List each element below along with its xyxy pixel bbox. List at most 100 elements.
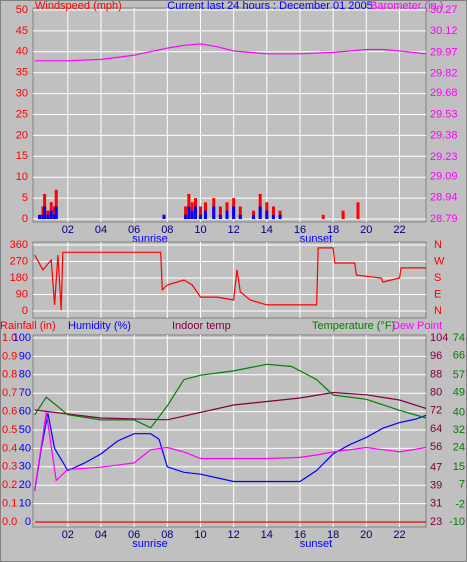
bar	[53, 214, 57, 219]
y-tick-label: 30.12	[430, 25, 458, 37]
y-tick-label: 39	[430, 480, 442, 492]
y-tick-label: 29.38	[430, 130, 458, 142]
x-tick-label: 04	[95, 529, 107, 541]
y-tick-label: 50	[19, 424, 31, 436]
bar	[218, 206, 222, 219]
bar	[41, 214, 45, 219]
bar	[54, 206, 58, 219]
y2-axis-title: Barometer (in.)	[370, 0, 443, 12]
y-tick-label: 10	[19, 498, 31, 510]
line	[34, 247, 426, 311]
y-tick-label: 15	[16, 150, 28, 162]
y-tick-label: N	[434, 305, 442, 317]
y-tick-label: 28.79	[430, 213, 458, 225]
bar	[198, 206, 202, 219]
y-tick-label: 47	[430, 461, 442, 473]
bar	[341, 210, 345, 219]
x-tick-label: 18	[327, 224, 339, 236]
bar	[225, 210, 229, 219]
annotation: sunrise	[132, 538, 167, 550]
bar	[271, 206, 275, 219]
y-tick-label: S	[434, 272, 441, 284]
y-tick-label: 40	[19, 442, 31, 454]
y-tick-label: 32	[453, 424, 465, 436]
y-tick-label: 60	[19, 406, 31, 418]
bar	[187, 193, 191, 219]
y-tick-label: 0.0	[2, 516, 17, 528]
bar	[258, 206, 262, 219]
bar	[198, 214, 202, 219]
bar	[162, 214, 166, 219]
x-tick-label: 16	[294, 529, 306, 541]
y-tick-label: W	[434, 255, 445, 267]
y-tick-label: 0.4	[2, 442, 17, 454]
x-tick-label: 04	[95, 224, 107, 236]
bar	[49, 210, 53, 219]
bar	[194, 206, 198, 219]
bar	[278, 214, 282, 219]
y-tick-label: 72	[430, 405, 442, 417]
y-tick-label: 56	[430, 441, 442, 453]
y-tick-label: 0.5	[2, 424, 17, 436]
y-tick-label: 57	[453, 369, 465, 381]
chart-title: Current last 24 hours : December 01 2005	[167, 0, 372, 12]
y-tick-label: 0.1	[2, 498, 17, 510]
bar	[203, 210, 207, 219]
x-tick-label: 16	[294, 224, 306, 236]
y-tick-label: 0.6	[2, 406, 17, 418]
bar	[190, 210, 194, 219]
y-tick-label: 5	[22, 192, 28, 204]
y-tick-label: -2	[455, 498, 465, 510]
y-tick-label: 31	[430, 498, 442, 510]
bar	[238, 206, 242, 219]
y-tick-label: 24	[453, 441, 465, 453]
y-tick-label: 270	[10, 255, 28, 267]
x-tick-label: 10	[194, 529, 206, 541]
bar	[187, 206, 191, 219]
x-tick-label: 06	[128, 529, 140, 541]
y-tick-label: 35	[16, 67, 28, 79]
y-tick-label: 29.82	[430, 67, 458, 79]
y-tick-label: 1.0	[2, 332, 17, 344]
line	[34, 391, 427, 421]
y-tick-label: 0	[22, 213, 28, 225]
legend-entry: Humidity (%)	[68, 320, 131, 332]
x-tick-label: 08	[161, 529, 173, 541]
x-tick-label: 12	[228, 529, 240, 541]
y-tick-label: 20	[19, 479, 31, 491]
y-tick-label: 40	[16, 46, 28, 58]
y-tick-label: 25	[16, 108, 28, 120]
y-tick-label: 20	[16, 129, 28, 141]
y-tick-label: E	[434, 288, 441, 300]
x-tick-label: 02	[62, 529, 74, 541]
y-tick-label: 7	[459, 479, 465, 491]
y-tick-label: 29.97	[430, 46, 458, 58]
y-tick-label: N	[434, 239, 442, 251]
bar	[258, 193, 262, 219]
y-tick-label: 100	[13, 332, 31, 344]
bar	[271, 214, 275, 219]
y-tick-label: 29.09	[430, 171, 458, 183]
y-tick-label: 360	[10, 239, 28, 251]
bar	[184, 206, 188, 219]
legend-entry: Temperature (°F)	[312, 320, 395, 332]
x-tick-label: 20	[360, 529, 372, 541]
y-tick-label: 45	[16, 25, 28, 37]
y-tick-label: -10	[449, 516, 465, 528]
y-tick-label: 10	[16, 171, 28, 183]
x-tick-label: 20	[360, 224, 372, 236]
x-tick-label: 22	[393, 224, 405, 236]
annotation: sunset	[300, 538, 332, 550]
y-tick-label: 0	[22, 305, 28, 317]
y-tick-label: 80	[19, 369, 31, 381]
bar	[321, 214, 325, 219]
y-tick-label: 180	[10, 272, 28, 284]
bar	[184, 214, 188, 219]
y-tick-label: 96	[430, 350, 442, 362]
legend-entry: Dew Point	[392, 320, 442, 332]
y-tick-label: 30	[16, 88, 28, 100]
y-tick-label: 49	[453, 387, 465, 399]
y-tick-label: 29.53	[430, 108, 458, 120]
y-tick-label: 104	[430, 332, 448, 344]
